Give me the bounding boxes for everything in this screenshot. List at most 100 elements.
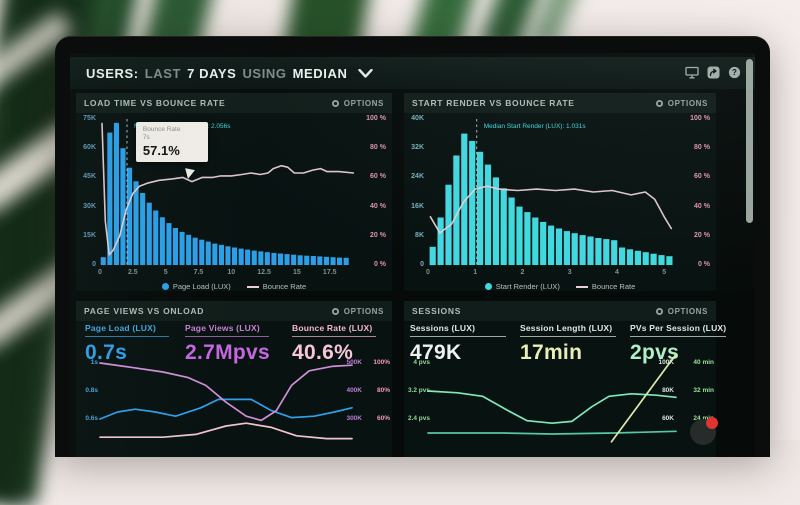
legend-dot-icon (484, 283, 492, 290)
metric-label: PVs Per Session (LUX) (630, 323, 727, 333)
dashboard-screen: USERS: LAST 7 DAYS USING MEDIAN ? (70, 53, 755, 457)
y-axis-right-label: 80% (376, 387, 390, 394)
y-axis-right-label: 500K (346, 359, 362, 366)
y-axis-right-label: 100% (373, 359, 390, 366)
topbar-days-label: 7 DAYS (187, 65, 237, 81)
metric-underline (410, 336, 506, 337)
tooltip: Bounce Rate 7s 57.1% (135, 121, 208, 162)
notification-button[interactable] (690, 417, 718, 445)
legend-item[interactable]: Start Render (LUX) (484, 282, 560, 291)
y-axis-left-label: 60K (83, 144, 96, 152)
metric: Bounce Rate (LUX) 40.6% (292, 323, 376, 365)
x-axis-label: 1 (473, 269, 478, 276)
y-axis-left-label: 0.6s (85, 415, 98, 422)
tooltip-value: 57.1% (142, 142, 180, 158)
chevron-down-icon[interactable] (357, 68, 373, 78)
y-axis-right-label: 20 % (694, 231, 710, 239)
legend-dot-icon (161, 283, 169, 290)
help-icon[interactable]: ? (728, 66, 741, 79)
panel-header: SESSIONS OPTIONS (404, 301, 716, 321)
options-label: OPTIONS (343, 98, 384, 108)
chart-plot (429, 119, 673, 266)
legend-label: Start Render (LUX) (495, 282, 560, 291)
y-axis-left-label: 15K (83, 231, 96, 239)
y-axis-left-label: 0 (92, 261, 96, 268)
y-axis-left-label: 24K (411, 173, 424, 181)
x-axis-label: 5 (662, 269, 667, 276)
y-axis-right-label: 40 min (693, 359, 714, 366)
gear-icon (331, 99, 339, 107)
y-axis-right-label: 100 % (366, 115, 386, 122)
y-axis-left-label: 1s (90, 359, 98, 366)
metric-label: Page Views (LUX) (185, 323, 260, 333)
y-axis-right-label: 80K (662, 387, 674, 394)
y-axis-left-label: 8K (415, 231, 424, 239)
metric-label: Page Load (LUX) (85, 323, 157, 333)
y-axis-right-label: 60 % (694, 173, 710, 181)
panel-sessions: SESSIONS OPTIONS Sessions (LUX) 479K Sessi… (404, 301, 726, 457)
metric-label: Session Length (LUX) (520, 323, 613, 333)
tooltip-pointer (182, 167, 195, 180)
options-label: OPTIONS (667, 306, 708, 316)
x-axis-label: 0 (98, 269, 102, 276)
y-axis-right-label: 32 min (693, 387, 714, 394)
chart-legend: Page Load (LUX) Bounce Rate (76, 282, 392, 291)
svg-text:?: ? (732, 68, 737, 77)
options-button[interactable]: OPTIONS (331, 99, 384, 108)
metric-value: 40.6% (292, 341, 354, 364)
panel-title: PAGE VIEWS VS ONLOAD (84, 306, 205, 316)
legend-label: Bounce Rate (262, 282, 307, 291)
metric-value: 0.7s (85, 341, 128, 364)
y-axis-right-label: 0 % (697, 261, 710, 268)
metric-value: 17min (520, 341, 583, 364)
options-button[interactable]: OPTIONS (331, 307, 384, 316)
topbar-using-label: USING (242, 65, 287, 81)
y-axis-right-label: 60K (662, 415, 674, 422)
metric-underline (185, 336, 269, 337)
tooltip-title: Bounce Rate (142, 125, 181, 133)
y-axis-right-label: 40 % (694, 202, 710, 210)
legend-label: Bounce Rate (591, 282, 636, 291)
panel-header: START RENDER VS BOUNCE RATE OPTIONS (404, 93, 716, 113)
chart-plot (100, 119, 355, 266)
gear-icon (331, 307, 339, 315)
panel-page-views-vs-onload: PAGE VIEWS VS ONLOAD OPTIONS Page Load (… (76, 301, 392, 457)
y-axis-right-label: 300K (346, 415, 362, 422)
y-axis-right-label: 400K (346, 387, 362, 394)
y-axis-left-label: 0 (420, 261, 424, 268)
x-axis-label: 10 (227, 269, 236, 276)
topbar-median-label: MEDIAN (292, 65, 348, 81)
x-axis-label: 7.5 (193, 269, 204, 276)
y-axis-right-label: 60 % (370, 173, 386, 181)
y-axis-right-label: 80 % (694, 144, 710, 152)
legend-item[interactable]: Page Load (LUX) (161, 282, 231, 291)
y-axis-left-label: 16K (411, 202, 424, 210)
options-button[interactable]: OPTIONS (655, 99, 708, 108)
display-icon[interactable] (685, 66, 699, 79)
metric-underline (630, 336, 726, 337)
metric: Session Length (LUX) 17min (520, 323, 616, 365)
date-range-selector[interactable]: USERS: LAST 7 DAYS USING MEDIAN (86, 66, 373, 81)
y-axis-left-label: 3.2 pvs (407, 387, 430, 394)
share-icon[interactable] (707, 66, 720, 79)
page-scrollbar[interactable] (746, 59, 753, 223)
topbar-icons: ? (685, 66, 741, 79)
legend-item[interactable]: Bounce Rate (575, 282, 636, 291)
y-axis-right-label: 80 % (370, 144, 386, 152)
y-axis-left-label: 30K (83, 202, 96, 210)
legend-item[interactable]: Bounce Rate (246, 282, 307, 291)
y-axis-left-label: 32K (411, 144, 424, 152)
y-axis-left-label: 75K (83, 115, 96, 122)
x-axis-label: 4 (614, 269, 619, 276)
median-annotation: Median Start Render (LUX): 1.031s (483, 123, 586, 130)
y-axis-right-label: 40 % (370, 202, 386, 210)
y-axis-left-label: 4 pvs (413, 359, 430, 366)
metric-value: 2pvs (630, 341, 680, 364)
metric: Sessions (LUX) 479K (410, 323, 506, 365)
legend-line-icon (575, 285, 588, 288)
dashboard-topbar: USERS: LAST 7 DAYS USING MEDIAN ? (70, 57, 755, 89)
y-axis-left-label: 40K (411, 115, 424, 122)
tooltip-subtitle: 7s (142, 133, 150, 141)
legend-line-icon (246, 285, 259, 288)
options-button[interactable]: OPTIONS (655, 307, 708, 316)
